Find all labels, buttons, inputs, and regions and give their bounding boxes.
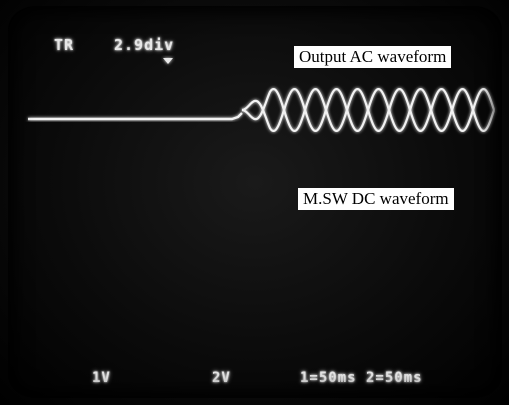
scale-readout: 2.9div bbox=[114, 36, 175, 54]
dc-waveform-label: M.SW DC waveform bbox=[298, 188, 454, 210]
channel2-volts-readout: 2V bbox=[212, 370, 231, 386]
ac-waveform-lower bbox=[241, 88, 496, 132]
ac-waveform-label: Output AC waveform bbox=[294, 46, 452, 68]
ac-trace-baseline bbox=[28, 112, 243, 121]
channel1-volts-readout: 1V bbox=[92, 370, 111, 386]
trigger-marker-arrow bbox=[163, 58, 173, 64]
timebase-readout: 1=50ms 2=50ms bbox=[300, 370, 423, 386]
trigger-mode-readout: TR bbox=[54, 36, 75, 54]
